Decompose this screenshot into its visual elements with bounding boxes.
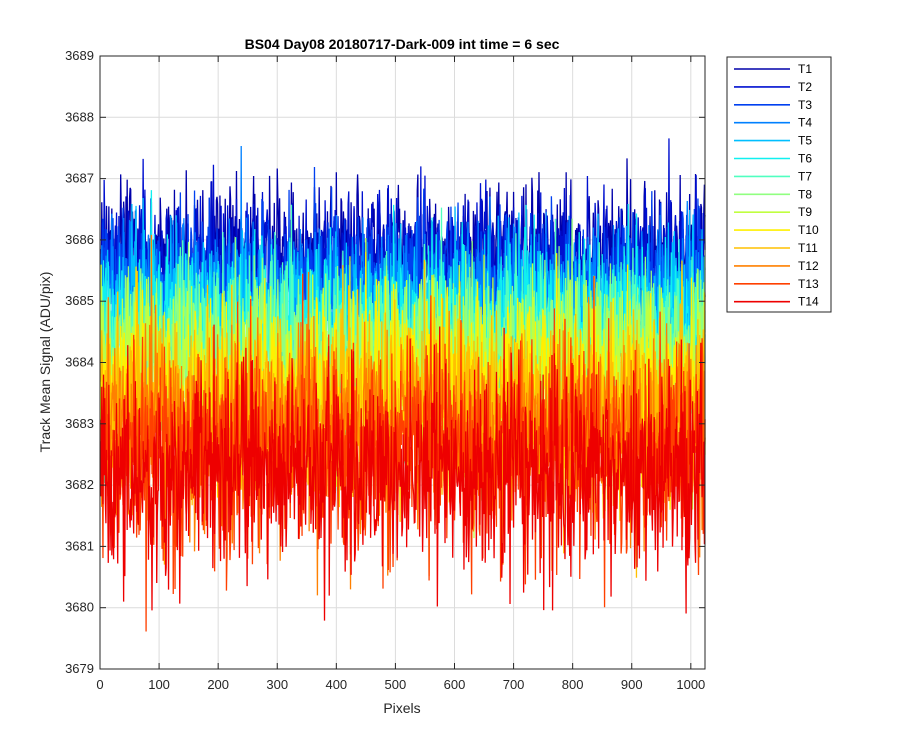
x-tick-label: 100 (148, 677, 170, 692)
y-tick-label: 3680 (65, 600, 94, 615)
x-tick-label: 800 (562, 677, 584, 692)
legend-label-t12: T12 (798, 259, 819, 273)
x-tick-label: 0 (96, 677, 103, 692)
y-tick-label: 3688 (65, 109, 94, 124)
legend: T1 T2 T3 T4 T5 T6 T7 T8 T9 T10 T11 T12 T13 T14 (726, 56, 832, 313)
y-tick-label: 3689 (65, 48, 94, 63)
y-tick-label: 3685 (65, 293, 94, 308)
legend-label-t13: T13 (798, 277, 819, 291)
x-tick-label: 700 (503, 677, 525, 692)
legend-label-t9: T9 (798, 205, 812, 219)
legend-box (726, 56, 832, 313)
legend-label-t10: T10 (798, 223, 819, 237)
x-tick-label: 300 (266, 677, 288, 692)
y-tick-label: 3682 (65, 477, 94, 492)
y-tick-label: 3684 (65, 355, 94, 370)
x-axis-label: Pixels (383, 700, 420, 716)
y-tick-label: 3681 (65, 538, 94, 553)
legend-label-t7: T7 (798, 169, 812, 183)
x-tick-label: 600 (444, 677, 466, 692)
legend-entries: T1 T2 T3 T4 T5 T6 T7 T8 T9 T10 T11 T12 T13 T14 (734, 62, 819, 309)
legend-label-t2: T2 (798, 80, 812, 94)
x-tick-label: 900 (621, 677, 643, 692)
legend-label-t11: T11 (798, 241, 818, 255)
y-tick-label: 3683 (65, 416, 94, 431)
axis-ticks: 0 100 200 300 400 500 600 700 800 900 1000 3679 3680… (65, 48, 705, 692)
legend-label-t5: T5 (798, 134, 812, 148)
x-tick-label: 500 (385, 677, 407, 692)
legend-label-t6: T6 (798, 152, 812, 166)
legend-label-t1: T1 (798, 62, 812, 76)
legend-label-t8: T8 (798, 187, 812, 201)
y-tick-label: 3679 (65, 661, 94, 676)
x-tick-label: 400 (325, 677, 347, 692)
chart-title: BS04 Day08 20180717-Dark-009 int time = … (245, 36, 560, 52)
y-tick-label: 3686 (65, 232, 94, 247)
legend-label-t3: T3 (798, 98, 812, 112)
y-axis-label: Track Mean Signal (ADU/pix) (37, 272, 53, 453)
legend-label-t14: T14 (798, 295, 819, 309)
legend-label-t4: T4 (798, 116, 812, 130)
series-lines (99, 138, 706, 632)
x-tick-label: 200 (207, 677, 229, 692)
x-tick-label: 1000 (676, 677, 705, 692)
series-line-t14 (99, 324, 706, 621)
y-tick-label: 3687 (65, 171, 94, 186)
